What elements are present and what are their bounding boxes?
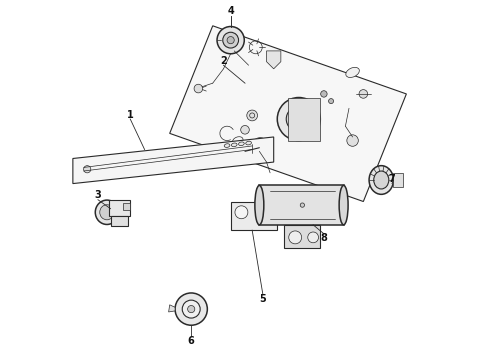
Polygon shape [285, 225, 320, 248]
Circle shape [241, 126, 249, 134]
Circle shape [359, 90, 368, 98]
Polygon shape [111, 216, 128, 226]
Ellipse shape [339, 185, 348, 225]
Text: 5: 5 [260, 294, 266, 304]
Polygon shape [123, 203, 129, 211]
Circle shape [217, 27, 245, 54]
Circle shape [194, 84, 203, 93]
Text: 3: 3 [95, 190, 101, 201]
Ellipse shape [369, 166, 393, 194]
Circle shape [188, 306, 195, 313]
Circle shape [227, 37, 234, 44]
Circle shape [308, 232, 319, 243]
Polygon shape [109, 200, 130, 216]
Circle shape [175, 293, 207, 325]
Ellipse shape [374, 171, 389, 189]
Text: 6: 6 [188, 336, 195, 346]
Ellipse shape [95, 200, 119, 225]
Circle shape [289, 231, 302, 244]
Circle shape [223, 32, 239, 48]
Polygon shape [393, 173, 403, 187]
Ellipse shape [286, 107, 311, 132]
Ellipse shape [246, 141, 251, 145]
Circle shape [320, 91, 327, 97]
Ellipse shape [100, 205, 114, 220]
Ellipse shape [277, 98, 320, 140]
Ellipse shape [224, 144, 230, 147]
Text: 7: 7 [389, 174, 395, 184]
Polygon shape [170, 26, 406, 202]
Circle shape [300, 203, 304, 207]
Polygon shape [73, 137, 274, 184]
Polygon shape [288, 98, 320, 140]
Ellipse shape [255, 185, 264, 225]
Text: 4: 4 [227, 6, 234, 16]
Circle shape [84, 166, 91, 173]
Circle shape [347, 135, 358, 146]
Ellipse shape [239, 142, 244, 145]
Circle shape [182, 300, 200, 318]
Circle shape [329, 99, 334, 104]
Text: 2: 2 [220, 56, 227, 66]
Circle shape [235, 206, 248, 219]
Ellipse shape [294, 114, 304, 125]
Text: 1: 1 [127, 110, 134, 120]
Ellipse shape [346, 67, 359, 77]
Text: 8: 8 [320, 233, 327, 243]
Polygon shape [267, 51, 281, 69]
Ellipse shape [231, 143, 237, 147]
Circle shape [261, 207, 272, 218]
Polygon shape [259, 185, 343, 225]
Polygon shape [169, 305, 175, 312]
Circle shape [247, 110, 258, 121]
Polygon shape [231, 202, 277, 230]
Circle shape [230, 43, 239, 51]
